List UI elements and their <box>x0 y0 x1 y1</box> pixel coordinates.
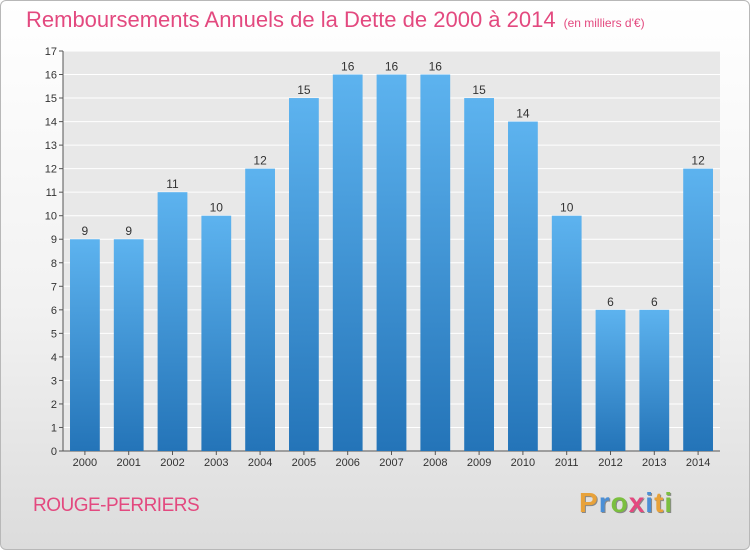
bar-2005 <box>289 98 319 451</box>
y-tick-label: 6 <box>51 305 57 317</box>
y-tick-label: 2 <box>51 399 57 411</box>
bar-2010 <box>508 121 538 452</box>
value-label-2002: 11 <box>166 177 179 191</box>
y-tick-label: 11 <box>46 187 57 199</box>
bar-2008 <box>420 74 451 451</box>
logo-letter: P <box>579 487 599 518</box>
y-tick-label: 9 <box>51 234 57 246</box>
y-tick-label: 16 <box>45 70 57 82</box>
value-label-2008: 16 <box>429 60 443 74</box>
logo-letter: i <box>664 487 674 518</box>
commune-name: ROUGE-PERRIERS <box>33 495 200 516</box>
value-label-2009: 15 <box>472 83 486 97</box>
bar-2004 <box>245 168 275 451</box>
bar-2003 <box>201 215 232 451</box>
bar-2000 <box>70 239 100 451</box>
bar-2006 <box>332 74 363 451</box>
label-layer: 0123456789101112131415161792000920011120… <box>45 46 711 469</box>
y-tick-label: 0 <box>51 446 57 458</box>
value-label-2004: 12 <box>253 154 267 168</box>
bar-2001 <box>113 239 144 451</box>
bar-2013 <box>639 309 670 451</box>
y-tick-label: 1 <box>51 422 57 434</box>
x-tick-label-2004: 2004 <box>248 457 272 469</box>
y-tick-label: 17 <box>45 46 57 58</box>
proxiti-logo: Proxiti <box>579 487 673 519</box>
bar-2011 <box>551 215 582 451</box>
logo-letter: o <box>610 487 629 518</box>
bar-layer <box>70 74 713 452</box>
x-tick-label-2012: 2012 <box>598 457 622 469</box>
chart-subtitle: (en milliers d'€) <box>563 16 645 30</box>
x-tick-label-2011: 2011 <box>555 457 579 469</box>
value-label-2011: 10 <box>560 201 574 215</box>
y-tick-label: 5 <box>51 328 57 340</box>
y-tick-label: 10 <box>45 211 57 223</box>
x-tick-label-2000: 2000 <box>73 457 97 469</box>
bar-2002 <box>157 192 188 452</box>
logo-letter: i <box>645 487 655 518</box>
x-tick-label-2008: 2008 <box>423 457 447 469</box>
x-tick-label-2003: 2003 <box>204 457 228 469</box>
y-tick-label: 7 <box>51 281 57 293</box>
logo-letter: t <box>654 487 665 518</box>
x-tick-label-2005: 2005 <box>292 457 316 469</box>
logo-letter: x <box>628 487 646 518</box>
value-label-2007: 16 <box>385 60 399 74</box>
value-label-2005: 15 <box>297 83 311 97</box>
bar-2007 <box>376 74 407 451</box>
bar-2012 <box>595 309 626 451</box>
value-label-2006: 16 <box>341 60 355 74</box>
x-tick-label-2010: 2010 <box>511 457 535 469</box>
chart-title: Remboursements Annuels de la Dette de 20… <box>26 7 645 33</box>
y-tick-label: 14 <box>45 117 57 129</box>
bar-2014 <box>683 168 713 451</box>
y-tick-label: 4 <box>51 352 57 364</box>
y-tick-label: 13 <box>45 140 57 152</box>
x-tick-label-2001: 2001 <box>116 457 140 469</box>
value-label-2000: 9 <box>82 224 89 238</box>
value-label-2012: 6 <box>607 295 614 309</box>
y-tick-label: 3 <box>51 375 57 387</box>
chart-title-text: Remboursements Annuels de la Dette de 20… <box>26 7 556 32</box>
value-label-2003: 10 <box>210 201 224 215</box>
x-tick-label-2009: 2009 <box>467 457 491 469</box>
x-tick-label-2013: 2013 <box>642 457 666 469</box>
bar-2009 <box>464 98 494 451</box>
x-tick-label-2007: 2007 <box>379 457 403 469</box>
y-tick-label: 12 <box>45 164 57 176</box>
value-label-2001: 9 <box>125 224 132 238</box>
x-tick-label-2002: 2002 <box>160 457 184 469</box>
logo-letter: r <box>598 487 611 518</box>
value-label-2013: 6 <box>651 295 658 309</box>
x-tick-label-2014: 2014 <box>686 457 710 469</box>
value-label-2010: 14 <box>516 107 530 121</box>
value-label-2014: 12 <box>691 154 705 168</box>
x-tick-label-2006: 2006 <box>335 457 359 469</box>
y-tick-label: 15 <box>45 93 57 105</box>
y-tick-label: 8 <box>51 258 57 270</box>
